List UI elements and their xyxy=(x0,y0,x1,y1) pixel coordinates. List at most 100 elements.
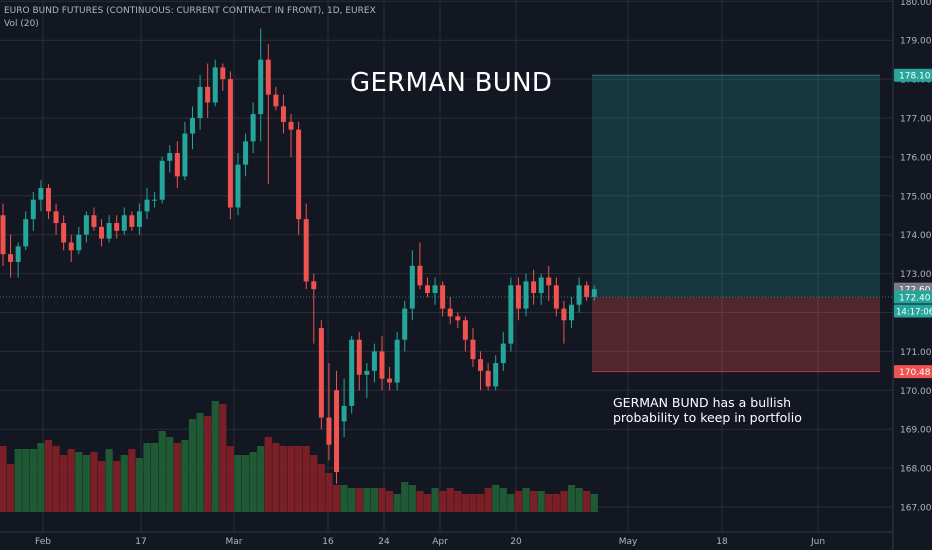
candle-body xyxy=(402,308,408,340)
candle-body xyxy=(447,308,453,317)
x-tick-label: May xyxy=(619,537,638,547)
volume-bar xyxy=(173,443,181,512)
x-tick-label: Jun xyxy=(810,537,825,547)
volume-bar xyxy=(355,488,363,512)
volume-bar xyxy=(325,473,333,512)
volume-bar xyxy=(476,494,485,512)
candle-body xyxy=(167,153,173,161)
candle-body xyxy=(576,285,582,305)
candle-body xyxy=(493,363,499,387)
candle-body xyxy=(0,215,6,255)
volume-bar xyxy=(370,488,379,512)
volume-bar xyxy=(530,491,538,512)
candle-body xyxy=(318,328,324,418)
volume-bar xyxy=(575,488,583,512)
volume-bar xyxy=(279,446,288,512)
candle-body xyxy=(500,343,506,364)
price-label-box xyxy=(894,68,932,82)
y-tick-label: 174.00 xyxy=(900,231,932,241)
volume-bar xyxy=(97,461,106,512)
x-tick-label: 17 xyxy=(135,537,146,547)
volume-bar xyxy=(332,485,341,512)
candle-body xyxy=(174,153,180,177)
candle-body xyxy=(190,118,195,134)
x-tick-label: Apr xyxy=(432,537,448,547)
volume-bar xyxy=(378,488,386,512)
volume-bar xyxy=(60,455,68,512)
analysis-note[interactable]: GERMAN BUND has a bullish probability to… xyxy=(613,395,802,425)
candle-body xyxy=(136,211,142,227)
volume-bar xyxy=(120,455,128,512)
volume-bar xyxy=(135,458,144,512)
volume-bar xyxy=(514,491,523,512)
candle-body xyxy=(409,265,415,309)
candle-body xyxy=(83,215,89,235)
candle-body xyxy=(265,59,271,95)
volume-bar xyxy=(416,491,424,512)
volume-bar xyxy=(302,446,310,512)
candle-body xyxy=(273,94,279,107)
volume-bar xyxy=(181,440,189,512)
candle-body xyxy=(432,285,438,294)
chart-title-annotation[interactable]: GERMAN BUND xyxy=(350,68,553,98)
candle-body xyxy=(280,106,286,122)
volume-bar xyxy=(264,437,272,512)
candle-body xyxy=(546,277,552,286)
candle-body xyxy=(152,199,158,201)
candle-body xyxy=(288,121,294,130)
candle-body xyxy=(212,67,218,103)
candle-body xyxy=(371,351,377,371)
volume-bar xyxy=(552,494,560,512)
volume-bar xyxy=(317,464,325,512)
candle-body xyxy=(341,405,347,422)
x-tick-label: Mar xyxy=(226,537,243,547)
volume-bar xyxy=(583,491,591,512)
candle-body xyxy=(523,281,529,309)
volume-bar xyxy=(105,449,113,512)
volume-bar xyxy=(82,455,90,512)
volume-bar xyxy=(14,449,22,512)
volume-bar xyxy=(567,485,576,512)
candle-body xyxy=(387,378,393,383)
candle-body xyxy=(99,226,105,239)
candle-body xyxy=(470,339,476,360)
x-tick-label: 16 xyxy=(322,537,334,547)
candle-body xyxy=(455,316,461,321)
candle-body xyxy=(197,86,203,118)
volume-bar xyxy=(37,443,45,512)
candle-body xyxy=(38,188,44,200)
y-tick-label: 167.00 xyxy=(900,504,932,514)
volume-bar xyxy=(287,446,295,512)
volume-bar xyxy=(0,446,7,512)
symbol-header: EURO BUND FUTURES (CONTINUOUS: CURRENT C… xyxy=(4,6,376,16)
candle-body xyxy=(417,265,423,286)
volume-bar xyxy=(143,443,151,512)
candle-body xyxy=(349,339,355,406)
y-tick-label: 169.00 xyxy=(900,426,932,436)
volume-bar xyxy=(385,491,394,512)
y-tick-label: 179.00 xyxy=(900,37,932,47)
volume-bar xyxy=(439,491,447,512)
volume-bar xyxy=(393,494,401,512)
candle-body xyxy=(53,211,59,224)
y-tick-label: 173.00 xyxy=(900,270,932,280)
candle-body xyxy=(424,285,430,294)
x-tick-label: Feb xyxy=(35,537,51,547)
candle-body xyxy=(205,86,211,103)
price-label-text: 172.40 xyxy=(899,293,931,303)
candle-body xyxy=(68,242,74,251)
candle-body xyxy=(553,285,559,309)
volume-indicator-label[interactable]: Vol (20) xyxy=(4,19,39,29)
volume-bar xyxy=(241,455,250,512)
volume-bar xyxy=(188,419,197,512)
volume-bar xyxy=(560,491,568,512)
candle-body xyxy=(334,390,340,472)
countdown-box xyxy=(894,304,932,318)
candle-body xyxy=(235,164,241,208)
candle-body xyxy=(364,370,370,375)
candle-body xyxy=(569,304,574,321)
volume-bar xyxy=(67,449,75,512)
candle-body xyxy=(114,223,120,231)
volume-bar xyxy=(211,401,219,512)
